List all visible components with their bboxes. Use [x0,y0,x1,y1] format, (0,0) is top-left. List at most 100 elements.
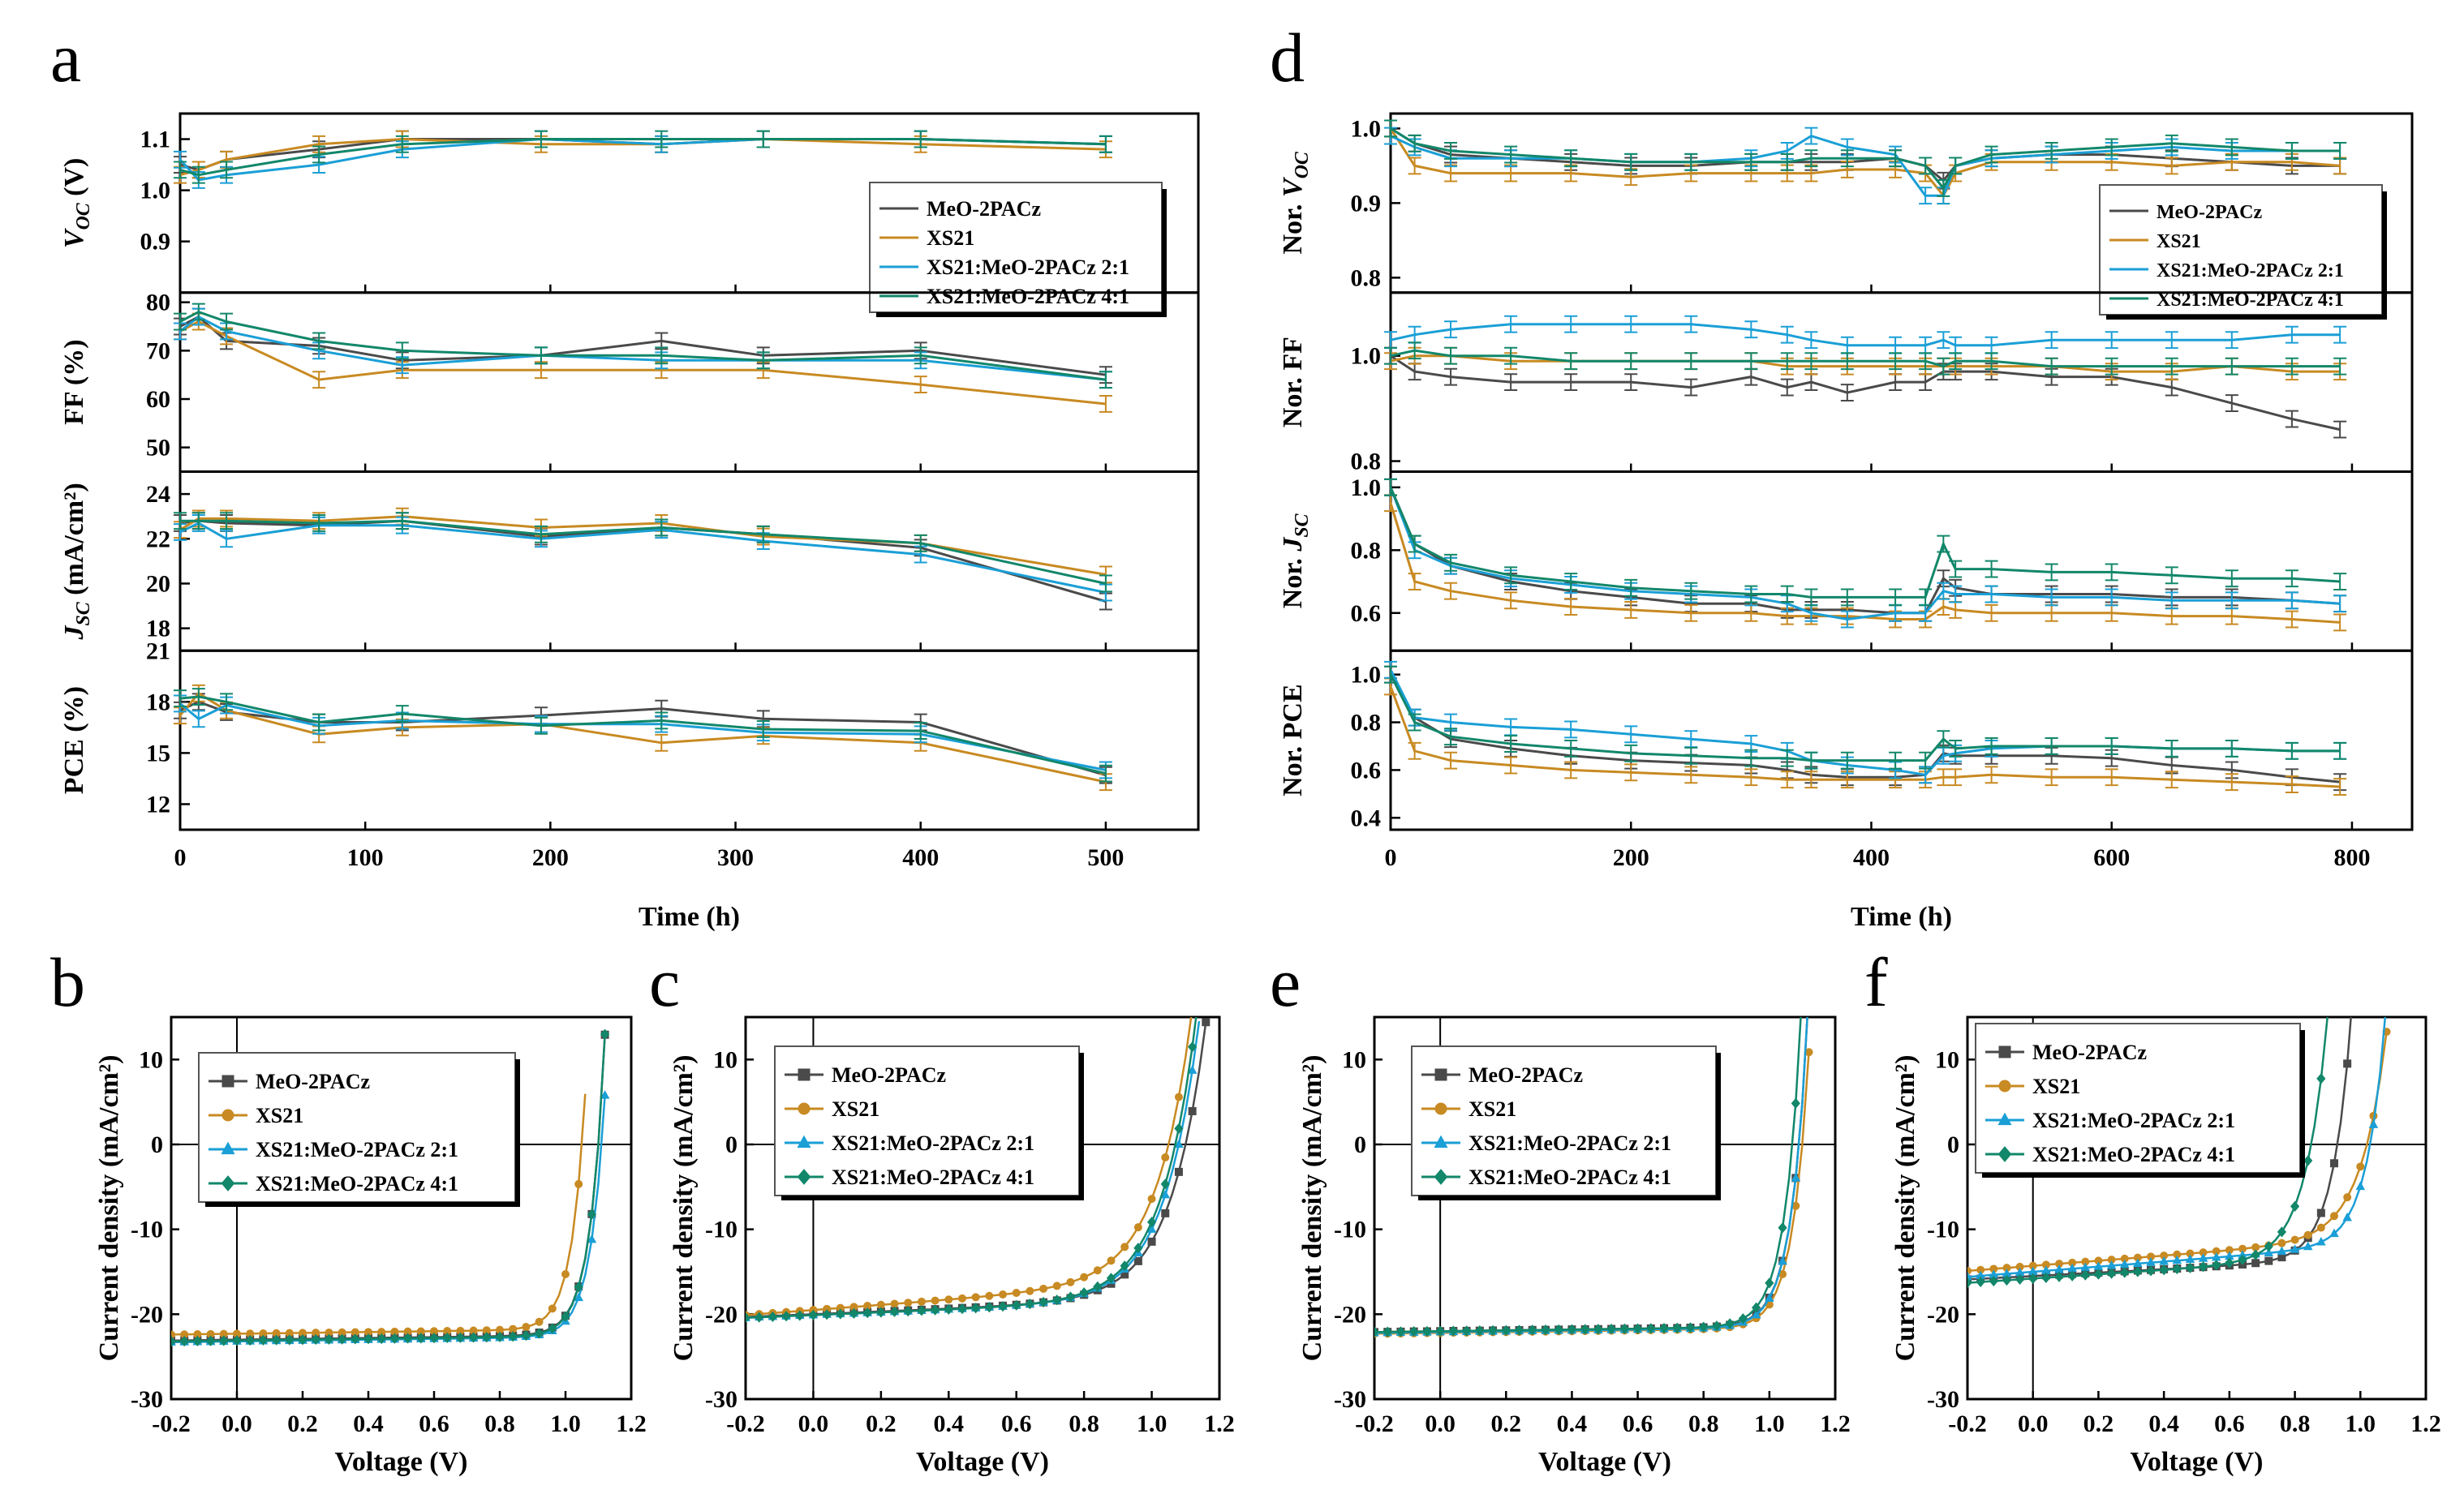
data-point-XS21:MeO-2PACz 4:1 [395,135,409,153]
curves [171,1028,610,1347]
xtick-label: 0.2 [866,1410,897,1437]
data-point-XS21:MeO-2PACz 4:1 [2028,1273,2038,1284]
data-point-MeO-2PACz [1444,367,1458,386]
data-point-XS21:MeO-2PACz 4:1 [174,689,187,708]
data-point-XS21:MeO-2PACz 4:1 [1699,1321,1709,1333]
data-point-MeO-2PACz [1174,1167,1183,1176]
data-point-XS21 [985,1291,994,1300]
ytick-label: 0.8 [1351,710,1382,736]
ytick-label: 0.6 [1351,600,1382,627]
data-point-XS21 [971,1293,980,1302]
data-point-XS21:MeO-2PACz 2:1 [587,1234,597,1243]
data-point-XS21 [171,1330,176,1339]
data-point-XS21:MeO-2PACz 4:1 [1384,665,1397,684]
data-point-XS21:MeO-2PACz 4:1 [363,1333,373,1345]
data-point-XS21:MeO-2PACz 4:1 [205,1335,216,1346]
ytick-label: 0.9 [140,229,171,255]
xtick-label: 0.2 [2083,1410,2114,1437]
xtick-label: 0.6 [1001,1410,1032,1437]
data-point-XS21 [2105,768,2118,787]
data-point-XS21:MeO-2PACz 2:1 [1564,315,1578,333]
series-line-XS21:MeO-2PACz 2:1 [1390,323,2341,347]
ylabel: Current density (mA/cm²) [94,1055,124,1362]
data-point-XS21:MeO-2PACz 4:1 [1967,1277,1972,1289]
ylabel: Current density (mA/cm²) [1890,1055,1920,1362]
data-point-XS21:MeO-2PACz 4:1 [1444,142,1458,160]
data-point-XS21:MeO-2PACz 4:1 [1065,1291,1076,1303]
data-point-MeO-2PACz [2264,1256,2273,1265]
data-point-XS21:MeO-2PACz 4:1 [2120,1267,2130,1278]
legend-marker [797,1135,811,1148]
data-point-XS21 [1099,395,1112,413]
data-point-XS21:MeO-2PACz 4:1 [1791,1097,1800,1109]
ylabel-0: Nor. VOC [1278,151,1313,254]
series-line-XS21 [1389,127,2341,198]
data-point-XS21:MeO-2PACz 4:1 [442,1332,452,1344]
data-point-MeO-2PACz [1188,1107,1197,1116]
ytick-label: 18 [146,616,170,642]
data-point-XS21 [193,1330,202,1339]
data-point-XS21:MeO-2PACz 4:1 [1374,1326,1379,1337]
legend-entry: XS21:MeO-2PACz 2:1 [2032,1109,2235,1132]
legend-marker [1998,1045,2011,1058]
data-point-XS21:MeO-2PACz 4:1 [548,1323,557,1334]
data-point-XS21 [1161,1153,1170,1162]
data-point-XS21:MeO-2PACz 4:1 [468,1332,479,1343]
xlabel: Voltage (V) [1538,1447,1671,1477]
data-point-XS21:MeO-2PACz 4:1 [311,1333,320,1346]
data-point-XS21 [312,1329,320,1337]
data-point-XS21 [469,1326,478,1335]
data-point-XS21:MeO-2PACz 4:1 [1937,534,1950,553]
data-point-XS21:MeO-2PACz 4:1 [587,1209,597,1220]
data-point-XS21:MeO-2PACz 4:1 [350,1333,360,1345]
data-point-XS21:MeO-2PACz 4:1 [1725,1318,1735,1329]
data-point-XS21 [272,1329,281,1337]
data-point-XS21 [1408,741,1421,760]
data-point-XS21:MeO-2PACz 4:1 [1684,352,1698,371]
ytick-label: 1.0 [1351,474,1382,501]
data-point-MeO-2PACz [2330,1159,2338,1168]
data-point-XS21:MeO-2PACz 4:1 [1501,1324,1511,1336]
data-point-XS21:MeO-2PACz 4:1 [1461,1325,1472,1337]
data-point-XS21:MeO-2PACz 4:1 [998,1300,1008,1312]
data-point-XS21:MeO-2PACz 4:1 [1985,352,1998,371]
data-point-XS21 [377,1328,386,1337]
data-point-XS21:MeO-2PACz 4:1 [756,351,770,370]
data-point-XS21:MeO-2PACz 4:1 [312,145,326,164]
data-point-XS21:MeO-2PACz 2:1 [2383,997,2391,1004]
xtick-label: 0.6 [419,1410,449,1437]
data-point-XS21 [390,1327,399,1336]
data-point-XS21:MeO-2PACz 4:1 [1780,585,1794,603]
data-point-XS21:MeO-2PACz 2:1 [1624,315,1638,333]
data-point-XS21:MeO-2PACz 4:1 [395,512,409,530]
series-line-XS21:MeO-2PACz 4:1 [179,310,1107,381]
series-line-XS21 [179,320,1107,406]
data-point-XS21 [2045,768,2058,787]
data-point-XS21:MeO-2PACz 4:1 [1395,1326,1406,1337]
data-point-XS21:MeO-2PACz 4:1 [1422,1325,1432,1337]
data-point-XS21:MeO-2PACz 2:1 [1444,320,1458,339]
data-point-XS21:MeO-2PACz 4:1 [795,1310,805,1321]
legend-entry: MeO-2PACz [2032,1041,2147,1064]
data-point-XS21:MeO-2PACz 4:1 [2285,357,2298,376]
series-line-XS21:MeO-2PACz 4:1 [180,519,1107,585]
data-point-XS21:MeO-2PACz 2:1 [1804,127,1818,145]
plot-frame [1373,1015,1837,1401]
data-point-XS21:MeO-2PACz 4:1 [1384,346,1397,365]
data-point-XS21:MeO-2PACz 4:1 [1567,1324,1577,1335]
data-point-MeO-2PACz [2251,1259,2260,1268]
data-point-XS21 [1985,603,1998,622]
data-point-XS21 [430,1327,439,1336]
data-point-XS21 [957,1294,966,1303]
data-point-XS21 [325,1328,333,1337]
ytick-label: -10 [1927,1217,1959,1243]
data-point-XS21 [2133,1253,2142,1262]
data-point-XS21 [259,1329,268,1337]
subplot-frame-3 [1389,649,2414,831]
data-point-XS21:MeO-2PACz 4:1 [1744,749,1758,767]
legend-marker [798,1102,811,1115]
data-point-XS21:MeO-2PACz 4:1 [220,693,234,711]
data-point-XS21:MeO-2PACz 4:1 [220,161,234,179]
data-point-XS21:MeO-2PACz 4:1 [1646,1323,1656,1334]
data-point-XS21:MeO-2PACz 4:1 [1504,566,1518,585]
